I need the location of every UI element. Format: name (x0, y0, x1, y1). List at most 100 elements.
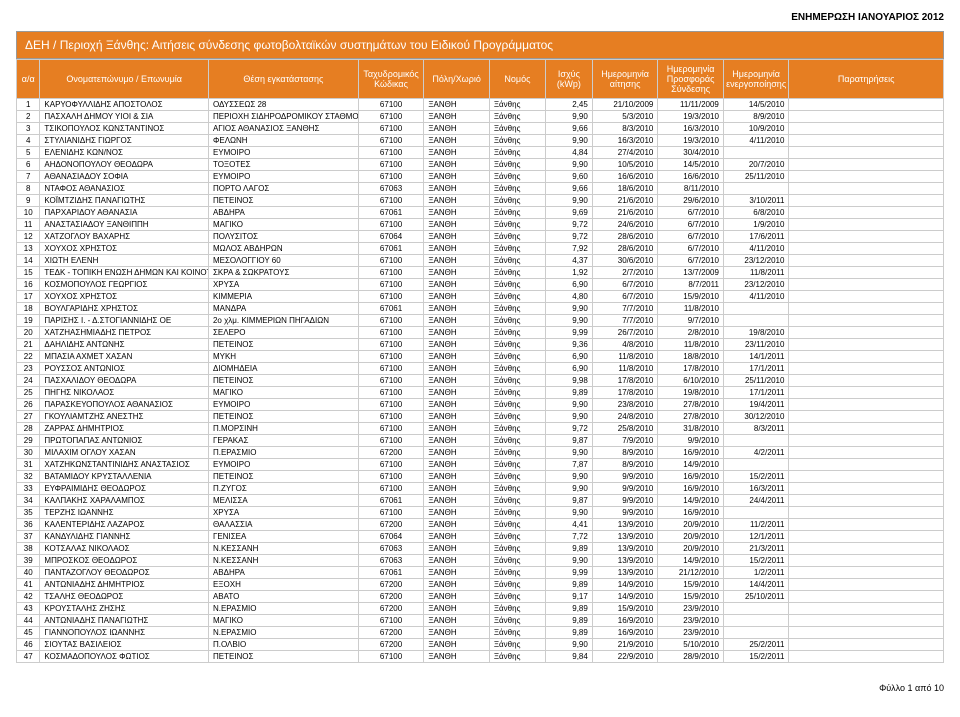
cell: ΞΑΝΘΗ (424, 375, 490, 387)
cell: 2/7/2010 (592, 267, 658, 279)
cell: Ξάνθης (489, 243, 545, 255)
cell: 15/2/2011 (723, 555, 789, 567)
table-body: 1ΚΑΡΥΟΦΥΛΛΙΔΗΣ ΑΠΟΣΤΟΛΟΣΟΔΥΣΣΕΩΣ 2867100… (17, 99, 944, 663)
table-row: 31ΧΑΤΖΗΚΩΝΣΤΑΝΤΙΝΙΔΗΣ ΑΝΑΣΤΑΣΙΟΣΕΥΜΟΙΡΟ6… (17, 459, 944, 471)
cell: 42 (17, 591, 40, 603)
cell: 19/4/2011 (723, 399, 789, 411)
cell: 7/7/2010 (592, 315, 658, 327)
cell: 6/7/2010 (658, 207, 724, 219)
cell: 11/8/2010 (592, 351, 658, 363)
cell: ΑΒΔΗΡΑ (208, 207, 358, 219)
cell: ΞΑΝΘΗ (424, 195, 490, 207)
page-title: ΔΕΗ / Περιοχή Ξάνθης: Αιτήσεις σύνδεσης … (16, 31, 944, 59)
cell: ΑΘΑΝΑΣΙΑΔΟΥ ΣΟΦΙΑ (40, 171, 209, 183)
table-row: 12ΧΑΤΖΟΓΛΟΥ ΒΑΧΑΡΗΣΠΟΛΥΣΙΤΟΣ67064ΞΑΝΘΗΞά… (17, 231, 944, 243)
cell: 14/1/2011 (723, 351, 789, 363)
cell: Ξάνθης (489, 387, 545, 399)
cell: ΒΑΤΑΜΙΔΟΥ ΚΡΥΣΤΑΛΛΕΝΙΑ (40, 471, 209, 483)
cell: Ξάνθης (489, 375, 545, 387)
cell: ΞΑΝΘΗ (424, 147, 490, 159)
cell: 8/9/2010 (592, 459, 658, 471)
table-row: 23ΡΟΥΣΣΟΣ ΑΝΤΩΝΙΟΣΔΙΟΜΗΔΕΙΑ67100ΞΑΝΘΗΞάν… (17, 363, 944, 375)
cell: ΞΑΝΘΗ (424, 483, 490, 495)
table-row: 26ΠΑΡΑΣΚΕΥΟΠΟΥΛΟΣ ΑΘΑΝΑΣΙΟΣΕΥΜΟΙΡΟ67100Ξ… (17, 399, 944, 411)
cell (723, 303, 789, 315)
cell: ΖΑΡΡΑΣ ΔΗΜΗΤΡΙΟΣ (40, 423, 209, 435)
cell (789, 555, 944, 567)
cell (789, 603, 944, 615)
cell: 16/3/2010 (658, 123, 724, 135)
table-row: 4ΣΤΥΛΙΑΝΙΔΗΣ ΓΙΩΡΓΟΣΦΕΛΩΝΗ67100ΞΑΝΘΗΞάνθ… (17, 135, 944, 147)
cell: Ξάνθης (489, 327, 545, 339)
cell: 14/9/2010 (658, 555, 724, 567)
cell: 32 (17, 471, 40, 483)
cell: 21/12/2010 (658, 567, 724, 579)
cell: 16/6/2010 (658, 171, 724, 183)
cell (789, 183, 944, 195)
cell: Ξάνθης (489, 99, 545, 111)
cell (789, 159, 944, 171)
cell: Ξάνθης (489, 627, 545, 639)
cell: 19/3/2010 (658, 135, 724, 147)
table-row: 43ΚΡΟΥΣΤΑΛΗΣ ΖΗΣΗΣΝ.ΕΡΑΣΜΙΟ67200ΞΑΝΘΗΞάν… (17, 603, 944, 615)
cell: 16/3/2010 (592, 135, 658, 147)
cell: ΧΟΥΧΟΣ ΧΡΗΣΤΟΣ (40, 243, 209, 255)
cell: 67100 (358, 339, 424, 351)
cell: ΠΑΣΧΑΛΗ ΔΗΜΟΥ ΥΙΟΙ & ΣΙΑ (40, 111, 209, 123)
cell: ΞΑΝΘΗ (424, 111, 490, 123)
cell: 19 (17, 315, 40, 327)
table-row: 21ΔΑΗΛΙΔΗΣ ΑΝΤΩΝΗΣΠΕΤΕΙΝΟΣ67100ΞΑΝΘΗΞάνθ… (17, 339, 944, 351)
cell: ΚΡΟΥΣΤΑΛΗΣ ΖΗΣΗΣ (40, 603, 209, 615)
cell: ΓΙΑΝΝΟΠΟΥΛΟΣ ΙΩΑΝΝΗΣ (40, 627, 209, 639)
cell: Ξάνθης (489, 567, 545, 579)
cell: ΞΑΝΘΗ (424, 579, 490, 591)
cell (789, 123, 944, 135)
cell: 7/7/2010 (592, 303, 658, 315)
table-row: 45ΓΙΑΝΝΟΠΟΥΛΟΣ ΙΩΑΝΝΗΣΝ.ΕΡΑΣΜΙΟ67200ΞΑΝΘ… (17, 627, 944, 639)
cell (789, 459, 944, 471)
cell: 24/4/2011 (723, 495, 789, 507)
cell (789, 135, 944, 147)
col-obs: Παρατηρήσεις (789, 60, 944, 99)
cell: Ξάνθης (489, 399, 545, 411)
cell: Ξάνθης (489, 279, 545, 291)
cell: 1/2/2011 (723, 567, 789, 579)
cell: Ξάνθης (489, 231, 545, 243)
cell: 15 (17, 267, 40, 279)
cell: ΣΙΟΥΤΑΣ ΒΑΣΙΛΕΙΟΣ (40, 639, 209, 651)
cell: 38 (17, 543, 40, 555)
cell (789, 207, 944, 219)
cell: ΧΟΥΧΟΣ ΧΡΗΣΤΟΣ (40, 291, 209, 303)
cell: ΓΕΝΙΣΕΑ (208, 531, 358, 543)
cell: 29 (17, 435, 40, 447)
cell: 25/10/2011 (723, 591, 789, 603)
cell (789, 171, 944, 183)
cell: ΞΑΝΘΗ (424, 291, 490, 303)
cell (789, 243, 944, 255)
cell (789, 399, 944, 411)
cell: 67100 (358, 255, 424, 267)
cell (789, 327, 944, 339)
cell: 67100 (358, 375, 424, 387)
cell (789, 219, 944, 231)
cell: 9,90 (546, 507, 593, 519)
cell: Ξάνθης (489, 267, 545, 279)
cell: 67063 (358, 183, 424, 195)
cell: 39 (17, 555, 40, 567)
cell: ΤΕΔΚ - ΤΟΠΙΚΗ ΕΝΩΣΗ ΔΗΜΩΝ ΚΑΙ ΚΟΙΝΟΤΗΤΩΝ… (40, 267, 209, 279)
cell (789, 519, 944, 531)
cell: Ξάνθης (489, 507, 545, 519)
cell: Ξάνθης (489, 591, 545, 603)
cell (789, 303, 944, 315)
cell: ΞΑΝΘΗ (424, 219, 490, 231)
cell: Ν.ΕΡΑΣΜΙΟ (208, 603, 358, 615)
cell: ΠΕΤΕΙΝΟΣ (208, 339, 358, 351)
cell: 21/6/2010 (592, 207, 658, 219)
cell: ΞΑΝΘΗ (424, 471, 490, 483)
cell: 6/7/2010 (658, 231, 724, 243)
cell: 16/9/2010 (658, 507, 724, 519)
table-row: 36ΚΑΛΕΝΤΕΡΙΔΗΣ ΛΑΖΑΡΟΣΘΑΛΑΣΣΙΑ67200ΞΑΝΘΗ… (17, 519, 944, 531)
cell: 9/9/2010 (592, 483, 658, 495)
cell: ΠΕΤΕΙΝΟΣ (208, 375, 358, 387)
cell: 67200 (358, 591, 424, 603)
